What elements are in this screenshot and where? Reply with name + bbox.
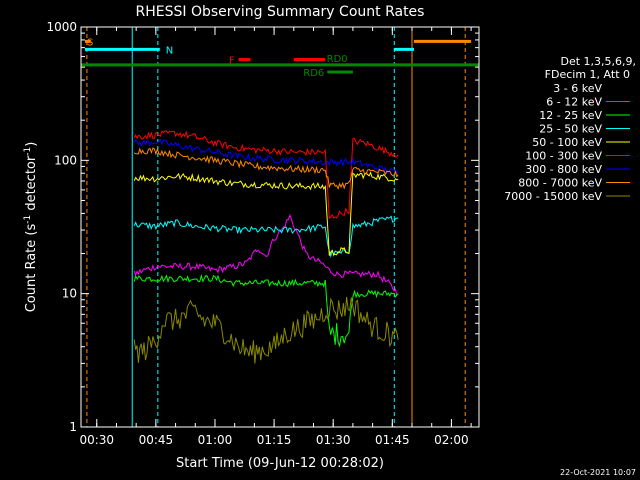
y-tick-label: 1 [69,420,77,434]
series-line [133,147,399,190]
series-line [133,215,399,258]
legend-header-1: Det 1,3,5,6,9, [560,55,636,68]
x-tick-label: 01:30 [316,433,351,447]
y-tick-label: 10 [62,287,77,301]
legend-item-label: 50 - 100 keV [532,136,602,149]
flag-vlines [86,27,466,427]
y-axis-label-main: Count Rate (s [24,224,39,313]
y-axis-label: Count Rate (s-1 detector-1) [23,142,39,313]
flag-label: S [87,37,93,48]
y-axis-label-sup2: -1 [23,147,33,156]
flag-label: RD6 [303,68,324,79]
x-tick-label: 00:45 [139,433,174,447]
legend-item-label: 7000 - 15000 keV [504,190,602,203]
chart-title: RHESSI Observing Summary Count Rates [136,4,425,20]
x-tick-label: 01:15 [257,433,292,447]
series-line [133,273,399,348]
legend-header-2: FDecim 1, Att 0 [545,68,630,81]
series-line [133,214,399,297]
plot-frame [80,26,480,428]
y-axis-label-mid: detector [24,155,39,215]
series-line [133,245,405,417]
y-axis-label-end: ) [24,142,39,147]
legend-item-label: 3 - 6 keV [553,82,602,95]
legend-item-label: 6 - 12 keV [546,96,602,109]
series-lines [133,130,405,417]
legend-item-label: 800 - 7000 keV [518,177,602,190]
x-axis-ticks: 00:30 00:45 01:00 01:15 01:30 01:45 02:00 [79,27,472,447]
x-tick-label: 01:45 [375,433,410,447]
y-axis-label-sup1: -1 [23,215,33,224]
legend-item-label: 100 - 300 keV [525,150,602,163]
flag-label: F [229,56,235,67]
series-line [133,171,399,256]
series-line [133,130,399,220]
legend-item-label: 25 - 50 keV [539,123,602,136]
y-tick-label: 100 [54,153,77,167]
series-line [133,138,399,175]
legend-item-label: 12 - 25 keV [539,109,602,122]
x-axis-label: Start Time (09-Jun-12 00:28:02) [176,456,384,471]
legend: Det 1,3,5,6,9, FDecim 1, Att 0 3 - 6 keV… [504,55,636,203]
footer-timestamp: 22-Oct-2021 10:07 [560,468,636,477]
legend-item-label: 300 - 800 keV [525,163,602,176]
y-tick-label: 1000 [46,20,77,34]
flag-label: N [166,45,173,56]
series-line [133,296,399,364]
x-tick-label: 00:30 [79,433,114,447]
flag-label: RD0 [327,54,348,65]
x-tick-label: 02:00 [434,433,469,447]
y-axis-ticks: 1 10 100 1000 [46,20,479,434]
x-tick-label: 01:00 [198,433,233,447]
